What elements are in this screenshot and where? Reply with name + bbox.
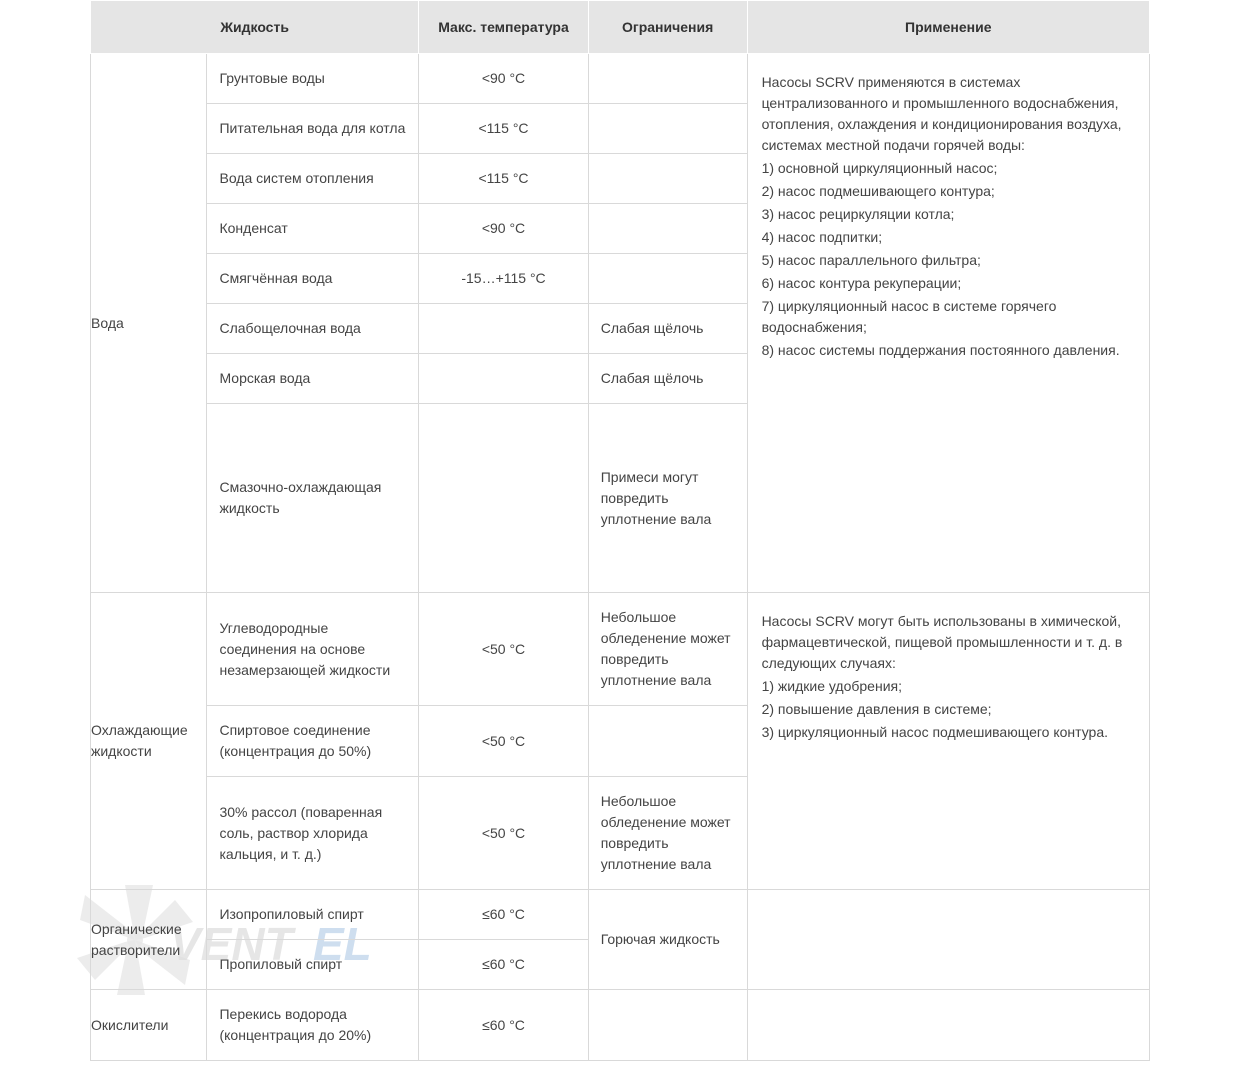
header-temp: Макс. температура bbox=[419, 1, 588, 54]
limits-cell bbox=[588, 204, 747, 254]
temp-cell bbox=[419, 354, 588, 404]
application-item: 6) насос контура рекуперации; bbox=[762, 273, 1135, 294]
application-item: 8) насос системы поддержания постоянного… bbox=[762, 340, 1135, 361]
temp-cell: ≤60 °C bbox=[419, 940, 588, 990]
application-cell bbox=[747, 990, 1149, 1061]
temp-cell: <90 °C bbox=[419, 54, 588, 104]
limits-cell bbox=[588, 154, 747, 204]
limits-cell bbox=[588, 254, 747, 304]
temp-cell: <50 °C bbox=[419, 593, 588, 706]
limits-cell: Слабая щёлочь bbox=[588, 354, 747, 404]
application-item: 5) насос параллельного фильтра; bbox=[762, 250, 1135, 271]
temp-cell: <50 °C bbox=[419, 706, 588, 777]
liquid-cell: Морская вода bbox=[207, 354, 419, 404]
limits-cell bbox=[588, 706, 747, 777]
application-item: 3) насос рециркуляции котла; bbox=[762, 204, 1135, 225]
limits-cell bbox=[588, 104, 747, 154]
temp-cell: <50 °C bbox=[419, 777, 588, 890]
liquid-cell: Изопропиловый спирт bbox=[207, 890, 419, 940]
application-item: 4) насос подпитки; bbox=[762, 227, 1135, 248]
temp-cell: <115 °C bbox=[419, 104, 588, 154]
temp-cell: <115 °C bbox=[419, 154, 588, 204]
temp-cell: <90 °C bbox=[419, 204, 588, 254]
application-cell: Насосы SCRV могут быть использованы в хи… bbox=[747, 593, 1149, 890]
header-liquid: Жидкость bbox=[91, 1, 419, 54]
application-item: 1) жидкие удобрения; bbox=[762, 676, 1135, 697]
limits-cell bbox=[588, 54, 747, 104]
liquid-cell: Спиртовое соединение (концентрация до 50… bbox=[207, 706, 419, 777]
application-cell bbox=[747, 890, 1149, 990]
liquid-cell: Смазочно-охлаждающая жидкость bbox=[207, 404, 419, 593]
limits-cell bbox=[588, 990, 747, 1061]
limits-cell: Слабая щёлочь bbox=[588, 304, 747, 354]
liquid-cell: Углеводородные соединения на основе неза… bbox=[207, 593, 419, 706]
category-cell: Вода bbox=[91, 54, 207, 593]
header-application: Применение bbox=[747, 1, 1149, 54]
limits-cell: Горючая жидкость bbox=[588, 890, 747, 990]
temp-cell bbox=[419, 404, 588, 593]
application-item: 7) циркуляционный насос в системе горяче… bbox=[762, 296, 1135, 338]
application-intro: Насосы SCRV могут быть использованы в хи… bbox=[762, 611, 1135, 674]
category-cell: Окислители bbox=[91, 990, 207, 1061]
limits-cell: Небольшое обледенение может повредить уп… bbox=[588, 777, 747, 890]
liquids-table: Жидкость Макс. температура Ограничения П… bbox=[90, 0, 1150, 1061]
temp-cell: -15…+115 °C bbox=[419, 254, 588, 304]
liquid-cell: Вода систем отопления bbox=[207, 154, 419, 204]
application-item: 2) повышение давления в системе; bbox=[762, 699, 1135, 720]
liquid-cell: Слабощелочная вода bbox=[207, 304, 419, 354]
application-cell: Насосы SCRV применяются в системах центр… bbox=[747, 54, 1149, 593]
category-cell: Органические растворители bbox=[91, 890, 207, 990]
category-cell: Охлаждающие жидкости bbox=[91, 593, 207, 890]
liquid-cell: 30% рассол (поваренная соль, раствор хло… bbox=[207, 777, 419, 890]
temp-cell: ≤60 °C bbox=[419, 890, 588, 940]
liquid-cell: Перекись водорода (концентрация до 20%) bbox=[207, 990, 419, 1061]
liquid-cell: Питательная вода для котла bbox=[207, 104, 419, 154]
application-intro: Насосы SCRV применяются в системах центр… bbox=[762, 72, 1135, 156]
temp-cell bbox=[419, 304, 588, 354]
application-item: 2) насос подмешивающего контура; bbox=[762, 181, 1135, 202]
liquid-cell: Грунтовые воды bbox=[207, 54, 419, 104]
application-item: 3) циркуляционный насос подмешивающего к… bbox=[762, 722, 1135, 743]
limits-cell: Примеси могут повредить уплотнение вала bbox=[588, 404, 747, 593]
liquid-cell: Конденсат bbox=[207, 204, 419, 254]
application-item: 1) основной циркуляционный насос; bbox=[762, 158, 1135, 179]
liquid-cell: Пропиловый спирт bbox=[207, 940, 419, 990]
limits-cell: Небольшое обледенение может повредить уп… bbox=[588, 593, 747, 706]
header-limits: Ограничения bbox=[588, 1, 747, 54]
temp-cell: ≤60 °C bbox=[419, 990, 588, 1061]
liquid-cell: Смягчённая вода bbox=[207, 254, 419, 304]
